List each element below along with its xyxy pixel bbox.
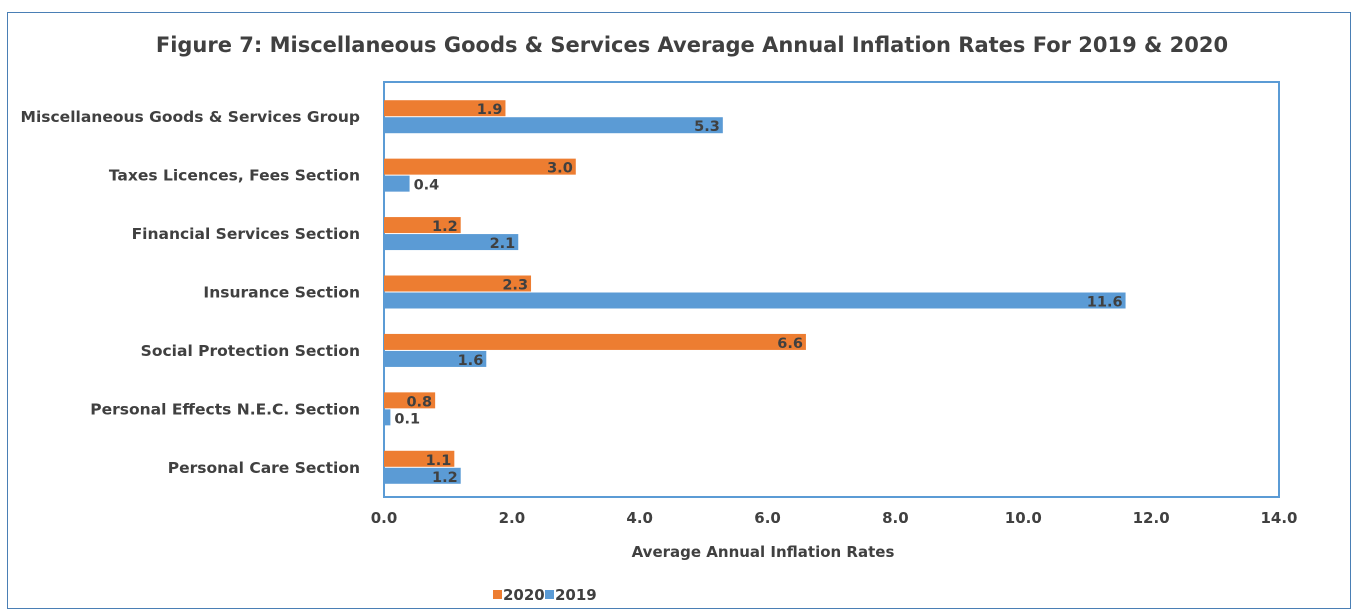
data-label-2019-6: 1.2 (432, 470, 458, 486)
category-label: Personal Care Section (168, 459, 360, 477)
x-tick-label: 12.0 (1133, 509, 1170, 527)
bar-2019-2 (384, 234, 519, 251)
legend-swatch-2020 (493, 590, 502, 599)
top-strip (0, 0, 1353, 12)
data-label-2019-1: 0.4 (414, 178, 440, 194)
data-label-2020-2: 1.2 (432, 219, 458, 235)
x-tick-label: 14.0 (1260, 509, 1297, 527)
legend: 2020 2019 (493, 586, 597, 604)
category-label: Miscellaneous Goods & Services Group (21, 108, 360, 126)
x-axis-title: Average Annual Inflation Rates (632, 543, 895, 561)
legend-label-2019: 2019 (555, 586, 597, 604)
legend-label-2020: 2020 (503, 586, 545, 604)
data-label-2019-2: 2.1 (490, 236, 516, 252)
x-tick-label: 4.0 (626, 509, 653, 527)
bar-2020-2 (384, 217, 461, 234)
data-label-2020-1: 3.0 (547, 161, 573, 177)
chart-frame (7, 12, 1351, 609)
bar-2020-4 (384, 333, 806, 350)
x-tick-label: 2.0 (499, 509, 526, 527)
bar-2020-0 (384, 100, 506, 117)
chart-title: Figure 7: Miscellaneous Goods & Services… (156, 33, 1228, 57)
data-label-2019-3: 11.6 (1087, 295, 1123, 311)
x-tick-label: 0.0 (371, 509, 398, 527)
category-label: Insurance Section (203, 284, 360, 302)
bar-2019-1 (384, 175, 410, 192)
data-label-2019-0: 5.3 (694, 119, 720, 135)
data-label-2020-4: 6.6 (777, 336, 803, 352)
x-tick-label: 10.0 (1005, 509, 1042, 527)
data-label-2020-3: 2.3 (502, 278, 528, 294)
legend-swatch-2019 (545, 590, 554, 599)
x-tick-label: 8.0 (882, 509, 909, 527)
bar-2019-5 (384, 409, 391, 426)
bar-2020-5 (384, 392, 436, 409)
category-label: Financial Services Section (132, 225, 360, 243)
category-label: Social Protection Section (141, 342, 360, 360)
data-label-2020-6: 1.1 (426, 453, 452, 469)
data-label-2020-0: 1.9 (477, 102, 503, 118)
data-label-2019-4: 1.6 (458, 353, 484, 369)
x-tick-label: 6.0 (754, 509, 781, 527)
category-label: Personal Effects N.E.C. Section (90, 400, 360, 418)
data-label-2020-5: 0.8 (406, 394, 432, 410)
category-label: Taxes Licences, Fees Section (109, 167, 360, 185)
bar-2019-0 (384, 117, 723, 134)
data-label-2019-5: 0.1 (394, 411, 420, 427)
bar-2020-1 (384, 158, 576, 175)
bar-2019-3 (384, 292, 1126, 309)
bar-2019-6 (384, 467, 461, 484)
bar-2019-4 (384, 350, 487, 367)
bar-2020-6 (384, 450, 455, 467)
bar-2020-3 (384, 275, 532, 292)
